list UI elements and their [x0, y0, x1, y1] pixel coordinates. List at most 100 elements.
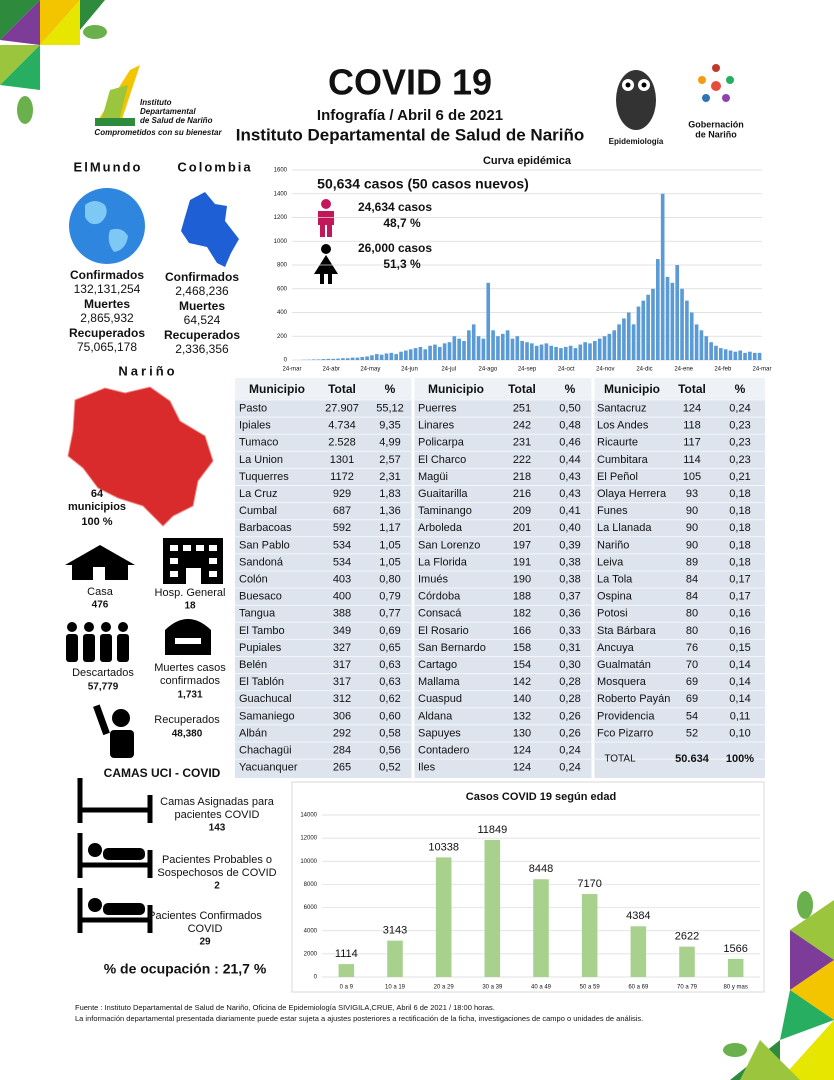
y-tick-label: 2000 — [304, 951, 318, 957]
bar — [709, 342, 713, 360]
governorate-logo — [698, 64, 734, 102]
x-tick-label: 24-sep — [518, 367, 537, 373]
table-cell: 158 — [513, 642, 531, 654]
table-cell: Sandoná — [239, 556, 284, 568]
bar — [326, 358, 331, 360]
table-header: % — [385, 382, 396, 396]
table-cell: 400 — [333, 591, 351, 603]
table-cell: 0,43 — [559, 488, 580, 500]
bar — [660, 193, 665, 360]
table-background — [235, 378, 765, 778]
bar — [379, 354, 384, 360]
bar — [670, 282, 675, 360]
table-cell: 403 — [333, 573, 351, 585]
table-cell: 80 — [686, 608, 698, 620]
table-cell: Los Andes — [597, 420, 649, 432]
table-cell: 534 — [333, 556, 351, 568]
table-cell: 0,52 — [379, 762, 400, 774]
y-tick-label: 1600 — [274, 168, 288, 174]
table-cell: El Tambo — [239, 625, 285, 637]
table-cell: Fco Pizarro — [597, 727, 653, 739]
y-tick-label: 200 — [277, 334, 288, 340]
stat-value: 2,865,932 — [80, 311, 134, 325]
table-cell: Roberto Payán — [597, 693, 670, 705]
bar — [486, 282, 491, 360]
table-cell: 0,44 — [559, 454, 580, 466]
bar — [408, 349, 413, 360]
table-cell: 190 — [513, 573, 531, 585]
bar — [447, 342, 452, 360]
stat-label: Muertes — [179, 299, 225, 313]
table-cell: 292 — [333, 727, 351, 739]
table-cell: Yacuanquer — [239, 762, 298, 774]
table-cell: 0,14 — [729, 693, 750, 705]
municipalities-percent: 100 % — [81, 516, 112, 528]
table-cell: 317 — [333, 659, 351, 671]
bar — [641, 300, 646, 360]
table-cell: Ospina — [597, 591, 633, 603]
table-cell: 0,79 — [379, 591, 400, 603]
bar — [626, 312, 631, 360]
section-heading: ElMundo — [74, 159, 143, 174]
bar — [428, 345, 432, 360]
table-cell: Gualmatán — [597, 659, 651, 671]
bar — [559, 348, 563, 360]
table-cell: 90 — [686, 522, 698, 534]
footer-text: La información departamental presentada … — [75, 1014, 643, 1023]
table-cell: 114 — [683, 454, 701, 466]
bar — [636, 306, 641, 360]
bar — [568, 345, 573, 360]
table-cell: 0,69 — [379, 625, 400, 637]
bar — [389, 352, 394, 360]
bar — [651, 288, 655, 360]
epi-summary: 50,634 casos (50 casos nuevos) — [317, 176, 529, 192]
table-cell: Tangua — [239, 608, 276, 620]
table-cell: 89 — [686, 556, 698, 568]
logo-text: Epidemiología — [609, 137, 664, 146]
bar — [423, 349, 428, 360]
table-cell: La Cruz — [239, 488, 278, 500]
table-cell: 124 — [513, 762, 531, 774]
table-header: Total — [678, 382, 706, 396]
organization: Instituto Departamental de Salud de Nari… — [236, 125, 585, 144]
table-cell: 188 — [513, 591, 531, 603]
table-cell: 0,26 — [559, 727, 580, 739]
bar — [583, 342, 587, 360]
table-cell: 124 — [683, 402, 701, 414]
x-tick-label: 50 a 59 — [580, 985, 601, 991]
bar — [689, 312, 694, 360]
table-cell: Belén — [239, 659, 267, 671]
stat-value: 75,065,178 — [77, 340, 137, 354]
bar — [680, 288, 684, 360]
table-cell: 140 — [513, 693, 531, 705]
table-cell: 0,50 — [559, 402, 580, 414]
bar — [374, 354, 379, 360]
bar — [738, 350, 743, 360]
table-cell: 0,14 — [729, 676, 750, 688]
bar — [539, 344, 544, 360]
table-cell: 117 — [683, 437, 701, 449]
table-cell: Ipiales — [239, 420, 271, 432]
stat-value: 64,524 — [184, 313, 221, 327]
bar — [500, 333, 505, 360]
stat-value: 48,380 — [172, 729, 203, 740]
stat-label: Muertes casos — [154, 662, 226, 674]
municipalities-count: 64 — [91, 488, 104, 500]
table-cell: 1172 — [330, 471, 354, 483]
table-header: Municipio — [249, 382, 305, 396]
bar — [355, 357, 360, 360]
table-cell: 0,23 — [729, 420, 750, 432]
table-cell: Pasto — [239, 402, 267, 414]
table-cell: 327 — [333, 642, 351, 654]
bar — [607, 333, 612, 360]
title: COVID 19 — [328, 62, 492, 103]
table-cell: 0,17 — [729, 591, 750, 603]
bar — [723, 349, 728, 360]
y-tick-label: 600 — [277, 286, 288, 292]
x-tick-label: 10 a 19 — [385, 985, 406, 991]
y-tick-label: 8000 — [304, 882, 318, 888]
table-cell: Cuaspud — [418, 693, 462, 705]
table-cell: Samaniego — [239, 710, 295, 722]
bar — [704, 336, 709, 360]
